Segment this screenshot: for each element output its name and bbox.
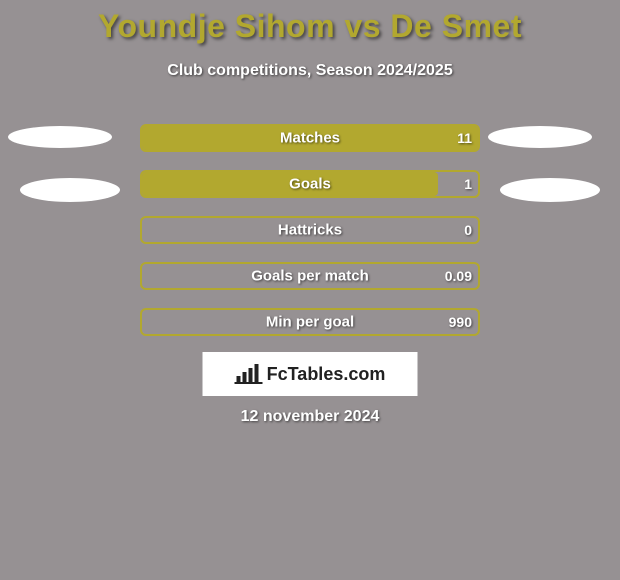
stat-value: 990 (449, 314, 472, 330)
stat-value: 1 (464, 176, 472, 192)
stat-label: Goals (140, 176, 480, 193)
ellipse-right-2 (500, 178, 600, 202)
subtitle: Club competitions, Season 2024/2025 (0, 62, 620, 80)
stat-bars: Matches 11 Goals 1 Hattricks 0 Goals per… (140, 124, 480, 354)
branding-text: FcTables.com (267, 364, 386, 385)
stat-value: 11 (457, 130, 472, 146)
stat-row: Matches 11 (140, 124, 480, 152)
stat-value: 0 (464, 222, 472, 238)
branding-badge: FcTables.com (203, 352, 418, 396)
stat-row: Min per goal 990 (140, 308, 480, 336)
stat-row: Hattricks 0 (140, 216, 480, 244)
stat-value: 0.09 (445, 268, 472, 284)
stat-label: Hattricks (140, 222, 480, 239)
stat-label: Matches (140, 130, 480, 147)
bar-chart-icon (235, 364, 263, 384)
stat-label: Min per goal (140, 314, 480, 331)
ellipse-left-2 (20, 178, 120, 202)
ellipse-left-1 (8, 126, 112, 148)
snapshot-date: 12 november 2024 (0, 408, 620, 426)
stat-row: Goals 1 (140, 170, 480, 198)
stat-label: Goals per match (140, 268, 480, 285)
comparison-infographic: Youndje Sihom vs De Smet Club competitio… (0, 0, 620, 580)
stat-row: Goals per match 0.09 (140, 262, 480, 290)
page-title: Youndje Sihom vs De Smet (0, 8, 620, 45)
ellipse-right-1 (488, 126, 592, 148)
